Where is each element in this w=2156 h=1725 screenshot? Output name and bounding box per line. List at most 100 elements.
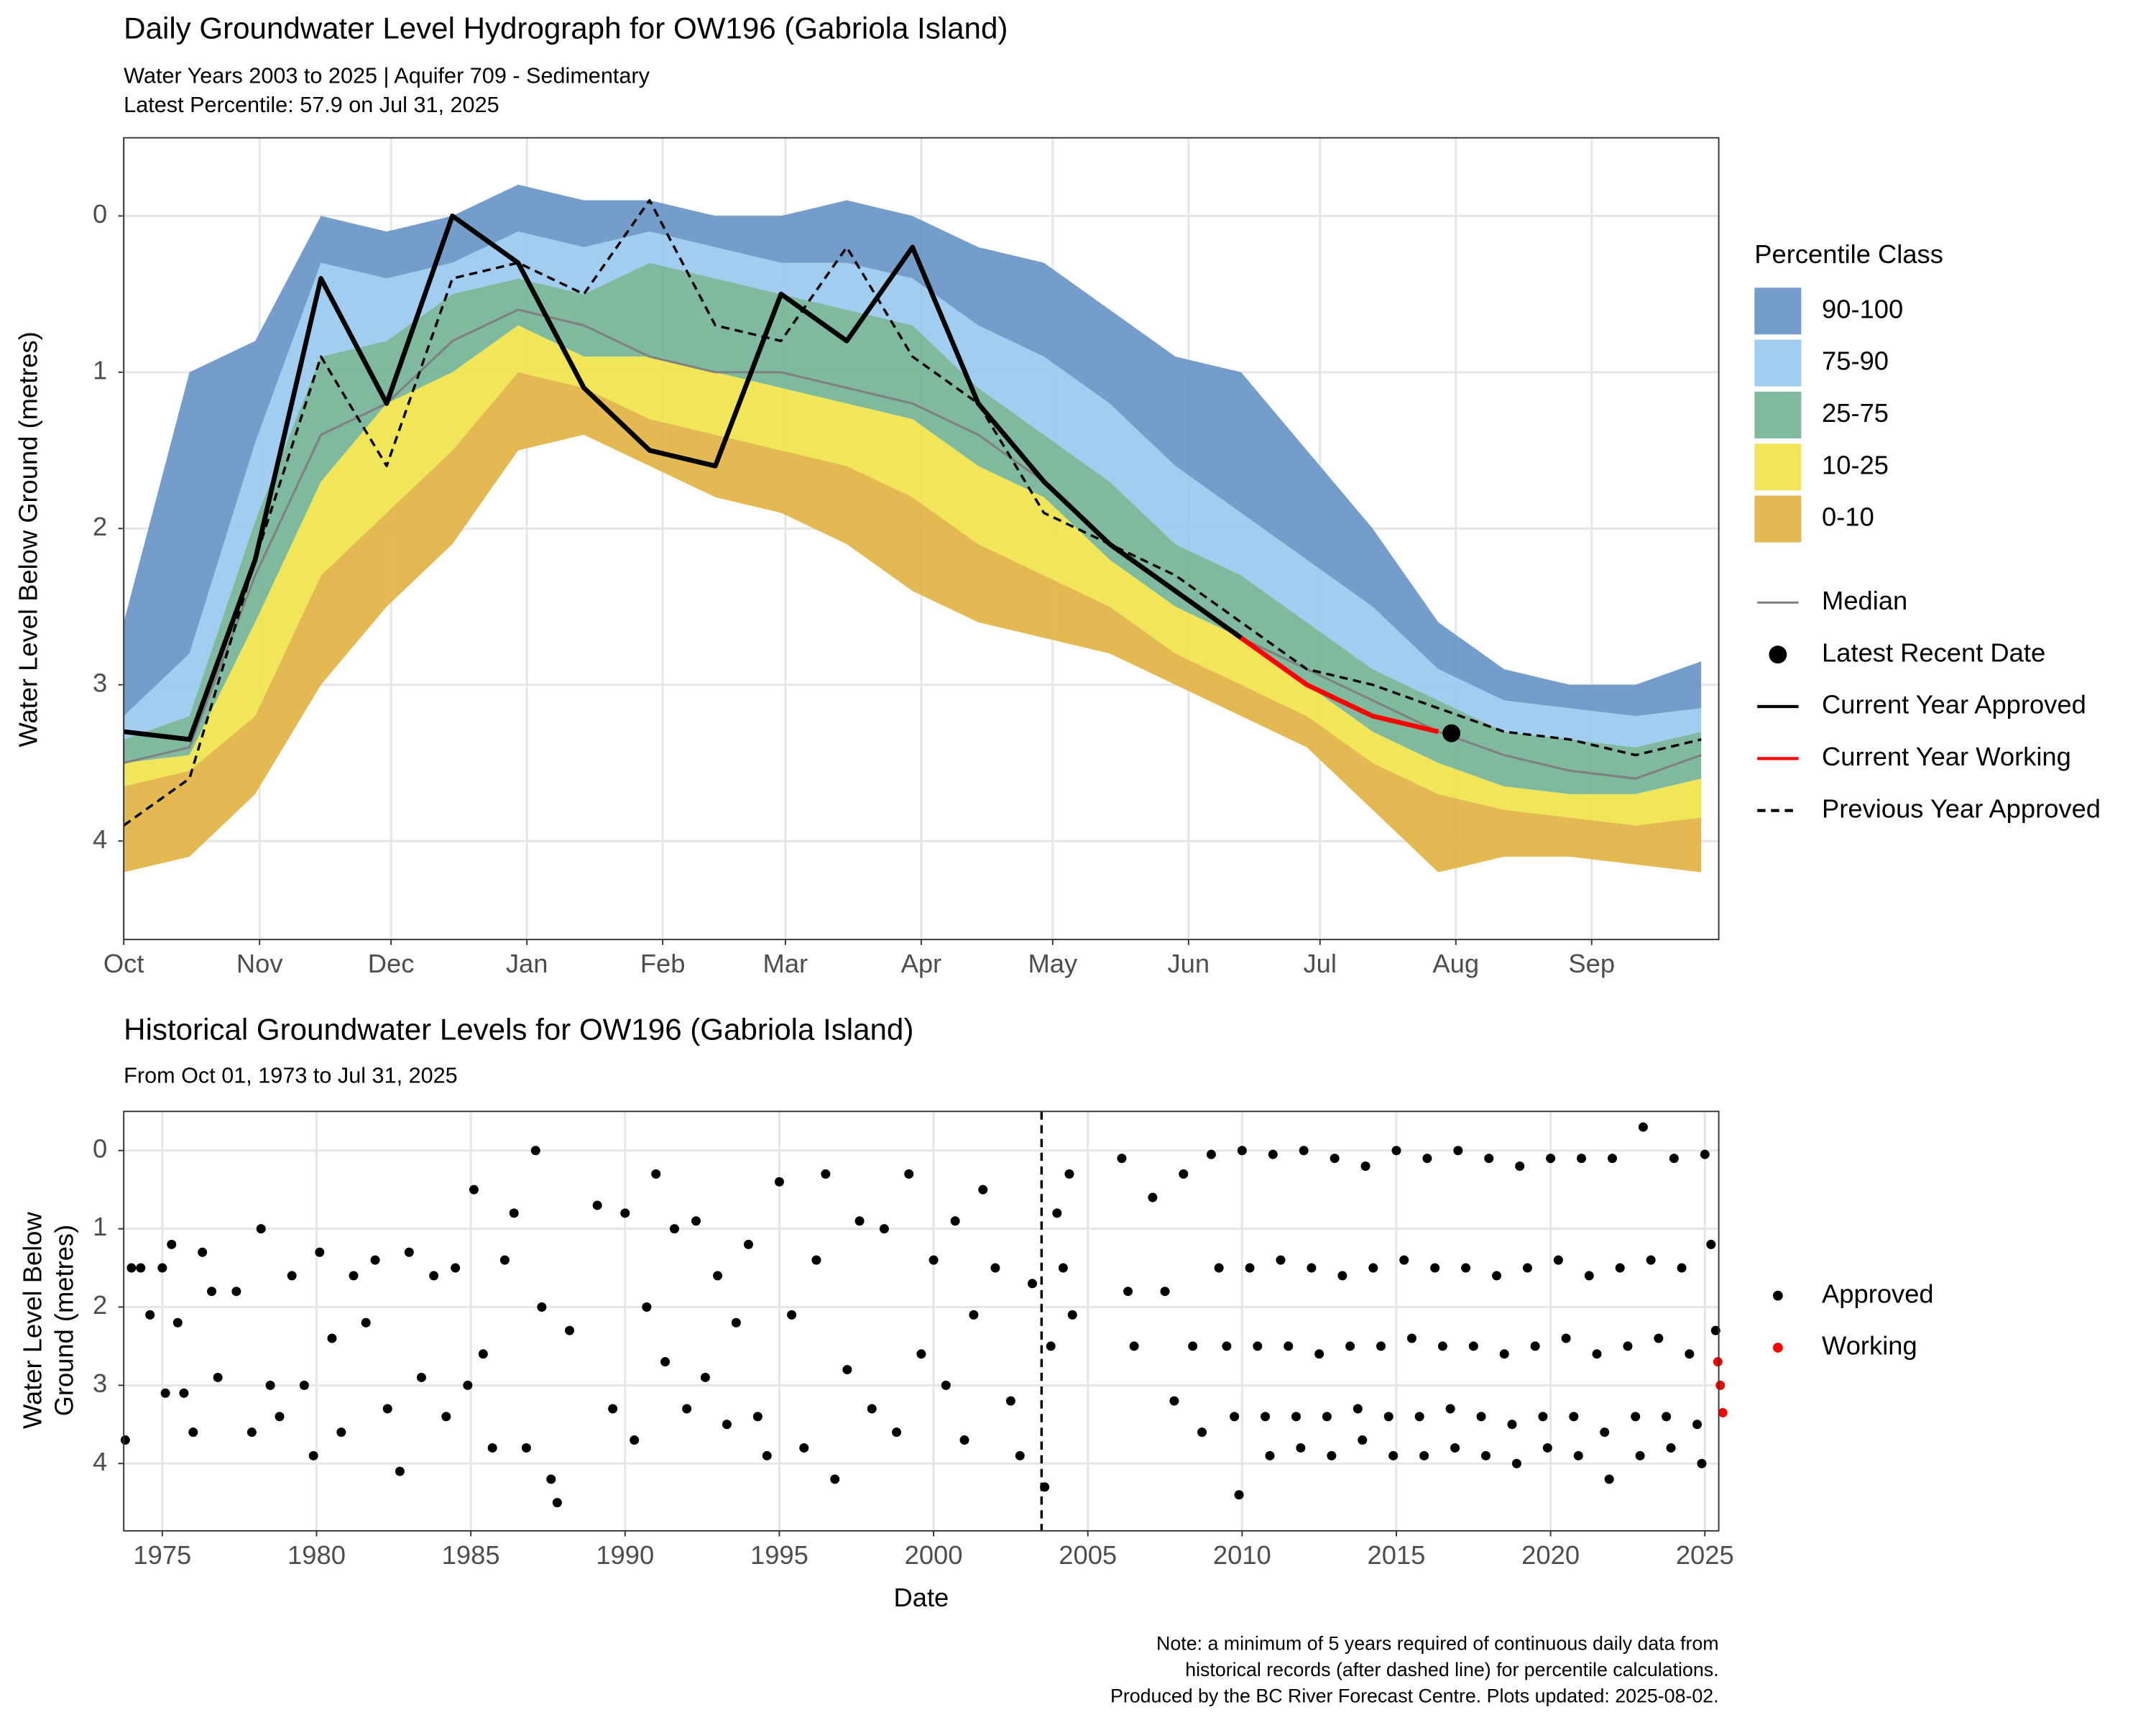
data-point — [213, 1372, 223, 1382]
data-point — [469, 1184, 479, 1195]
data-point — [1654, 1333, 1664, 1343]
data-point — [1715, 1380, 1726, 1390]
data-point — [1406, 1333, 1416, 1343]
data-point — [1623, 1341, 1633, 1351]
legend-title: Percentile Class — [1754, 239, 1943, 269]
data-point — [1148, 1192, 1158, 1202]
x-tick-label: Mar — [763, 949, 808, 978]
data-point — [1662, 1412, 1672, 1422]
data-point — [1296, 1443, 1306, 1453]
data-point — [441, 1412, 451, 1422]
data-point — [1561, 1333, 1571, 1343]
data-point — [1179, 1169, 1189, 1179]
data-point — [231, 1287, 241, 1297]
data-point — [1276, 1255, 1286, 1265]
data-point — [207, 1287, 217, 1297]
data-point — [1123, 1287, 1133, 1297]
data-point — [395, 1466, 405, 1476]
plot-border — [123, 1110, 1720, 1532]
y-tick-label: 1 — [93, 1212, 107, 1241]
data-point — [1499, 1349, 1509, 1359]
data-point — [1542, 1443, 1552, 1453]
data-point — [929, 1255, 939, 1265]
data-point — [691, 1216, 701, 1226]
data-point — [1337, 1271, 1348, 1281]
legend-label: 90-100 — [1822, 294, 1903, 323]
data-point — [1067, 1310, 1077, 1320]
data-point — [1261, 1412, 1271, 1422]
chart-title: Historical Groundwater Levels for OW196 … — [124, 1012, 913, 1046]
data-point — [487, 1443, 497, 1453]
data-point — [1646, 1255, 1656, 1265]
data-point — [308, 1450, 318, 1460]
x-tick-label: Jan — [506, 949, 548, 978]
data-point — [478, 1349, 488, 1359]
data-point — [969, 1310, 979, 1320]
data-point — [1265, 1450, 1275, 1460]
legend-symbol — [1772, 1343, 1783, 1353]
data-point — [787, 1310, 797, 1320]
data-point — [1117, 1154, 1127, 1164]
percentile-band — [124, 231, 1702, 748]
data-point — [743, 1239, 753, 1249]
data-point — [1419, 1450, 1429, 1460]
data-point — [565, 1325, 575, 1335]
data-point — [1604, 1474, 1614, 1484]
data-point — [1445, 1404, 1455, 1414]
data-point — [1027, 1279, 1037, 1289]
data-point — [145, 1310, 155, 1320]
data-point — [1345, 1341, 1355, 1351]
data-point — [1600, 1427, 1610, 1438]
data-point — [1530, 1341, 1540, 1351]
chart-subtitle: From Oct 01, 1973 to Jul 31, 2025 — [124, 1064, 458, 1088]
data-point — [1307, 1263, 1317, 1273]
data-point — [1677, 1263, 1687, 1273]
legend-label: Current Year Approved — [1822, 690, 2086, 719]
x-tick-label: Jul — [1304, 949, 1337, 978]
data-point — [160, 1388, 170, 1398]
data-point — [799, 1443, 809, 1453]
legend-swatch — [1754, 495, 1802, 543]
data-point — [682, 1404, 692, 1414]
data-point — [1160, 1287, 1170, 1297]
data-point — [1461, 1263, 1471, 1273]
data-point — [774, 1177, 784, 1187]
data-point — [349, 1271, 359, 1281]
data-point — [1064, 1169, 1074, 1179]
x-tick-label: 2025 — [1676, 1540, 1734, 1570]
data-point — [265, 1380, 275, 1390]
x-tick-label: May — [1028, 949, 1077, 978]
y-tick-label: 3 — [93, 668, 107, 697]
legend-label: Current Year Working — [1822, 742, 2071, 771]
legend-swatch — [1754, 391, 1802, 438]
data-point — [1422, 1154, 1432, 1164]
data-point — [126, 1263, 137, 1273]
data-point — [854, 1216, 865, 1226]
data-point — [608, 1404, 618, 1414]
y-tick-label: 2 — [93, 1290, 107, 1320]
data-point — [1697, 1458, 1707, 1468]
data-point — [1005, 1396, 1015, 1406]
data-point — [1015, 1450, 1025, 1460]
data-point — [1573, 1450, 1583, 1460]
y-axis-label: Ground (metres) — [49, 1225, 78, 1417]
data-point — [1206, 1149, 1216, 1159]
data-point — [463, 1380, 473, 1390]
data-point — [1515, 1162, 1525, 1172]
data-point — [361, 1317, 371, 1328]
data-point — [1388, 1450, 1399, 1460]
data-point — [1607, 1154, 1617, 1164]
x-tick-label: 1995 — [750, 1540, 808, 1570]
x-tick-label: Apr — [901, 949, 942, 978]
data-point — [1284, 1341, 1294, 1351]
data-point — [1453, 1146, 1463, 1156]
data-point — [978, 1184, 988, 1195]
data-point — [1383, 1412, 1393, 1422]
legend-label: 75-90 — [1822, 346, 1889, 376]
percentile-band — [124, 262, 1702, 794]
x-tick-label: Feb — [640, 949, 686, 978]
x-tick-label: Nov — [236, 949, 283, 978]
data-point — [1358, 1435, 1368, 1445]
data-point — [1129, 1341, 1139, 1351]
data-point — [1046, 1341, 1056, 1351]
